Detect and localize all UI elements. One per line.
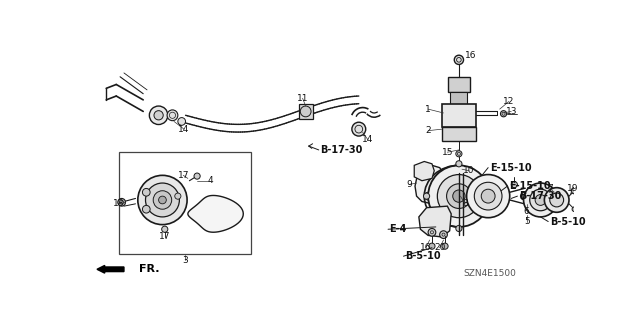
Circle shape [520,192,528,200]
Text: B-17-30: B-17-30 [320,145,363,155]
Circle shape [530,189,551,211]
Circle shape [488,193,494,199]
Text: FR.: FR. [140,264,160,274]
Circle shape [524,183,557,217]
Circle shape [437,174,481,218]
Text: 13: 13 [506,107,517,116]
Bar [448,77,470,92]
Circle shape [456,226,462,232]
Circle shape [352,122,365,136]
Circle shape [145,183,179,217]
Text: 9: 9 [406,180,412,189]
Circle shape [300,106,311,117]
Text: 11: 11 [297,94,308,103]
Circle shape [474,182,502,210]
Circle shape [440,231,447,239]
Text: 6: 6 [524,207,529,216]
Bar [299,104,312,119]
Text: 16: 16 [465,51,476,60]
Circle shape [149,106,168,124]
Circle shape [535,195,546,205]
Circle shape [511,182,517,188]
Circle shape [175,193,181,199]
Circle shape [447,184,471,208]
Text: B-5-10: B-5-10 [550,217,586,226]
Text: 8: 8 [462,199,468,208]
Text: B-5-10: B-5-10 [405,251,440,261]
Polygon shape [415,165,445,204]
Text: E-15-10: E-15-10 [490,163,531,173]
Circle shape [481,189,495,203]
Circle shape [454,55,463,64]
Polygon shape [419,206,451,237]
Circle shape [154,111,163,120]
Circle shape [424,193,429,199]
Circle shape [194,173,200,179]
Text: E-15-10: E-15-10 [509,181,550,191]
Text: B-17-30: B-17-30 [519,191,561,201]
Text: 19: 19 [567,184,579,193]
Text: 5: 5 [524,217,529,226]
Circle shape [424,192,432,200]
Text: 1: 1 [425,105,431,114]
Text: 16: 16 [420,243,431,252]
Bar [442,127,476,141]
Text: 14: 14 [179,125,189,134]
Bar [451,92,467,104]
Circle shape [428,165,490,227]
Text: 10: 10 [463,166,475,175]
Text: 18: 18 [113,199,124,208]
Bar [118,152,251,254]
Circle shape [153,191,172,209]
Text: 12: 12 [503,97,515,106]
Text: 3: 3 [182,256,188,264]
Circle shape [452,190,465,202]
Circle shape [456,161,462,167]
Circle shape [433,183,439,189]
Text: 2: 2 [426,126,431,135]
Circle shape [159,196,166,204]
Text: 14: 14 [362,136,374,145]
Circle shape [442,243,448,249]
Circle shape [138,175,187,225]
Circle shape [167,110,178,121]
Circle shape [456,151,462,157]
Circle shape [424,172,432,179]
Circle shape [572,188,577,194]
Circle shape [178,118,186,125]
Circle shape [162,226,168,232]
Circle shape [118,198,125,206]
FancyArrow shape [97,265,124,273]
Circle shape [500,111,507,117]
Bar [442,104,476,127]
Text: SZN4E1500: SZN4E1500 [463,269,516,278]
Text: 15: 15 [442,148,453,157]
Circle shape [467,174,509,218]
Circle shape [545,188,569,212]
Text: 17: 17 [159,233,170,241]
Circle shape [429,243,435,249]
Polygon shape [188,196,243,232]
Circle shape [428,228,436,236]
Circle shape [143,205,150,213]
Text: E-4: E-4 [390,224,407,234]
Text: 20: 20 [434,243,445,252]
Polygon shape [414,161,435,181]
Circle shape [550,193,564,207]
Text: 4: 4 [207,176,213,185]
Circle shape [143,189,150,196]
Text: 17: 17 [177,171,189,180]
Text: 7: 7 [547,184,552,193]
Circle shape [572,207,577,211]
